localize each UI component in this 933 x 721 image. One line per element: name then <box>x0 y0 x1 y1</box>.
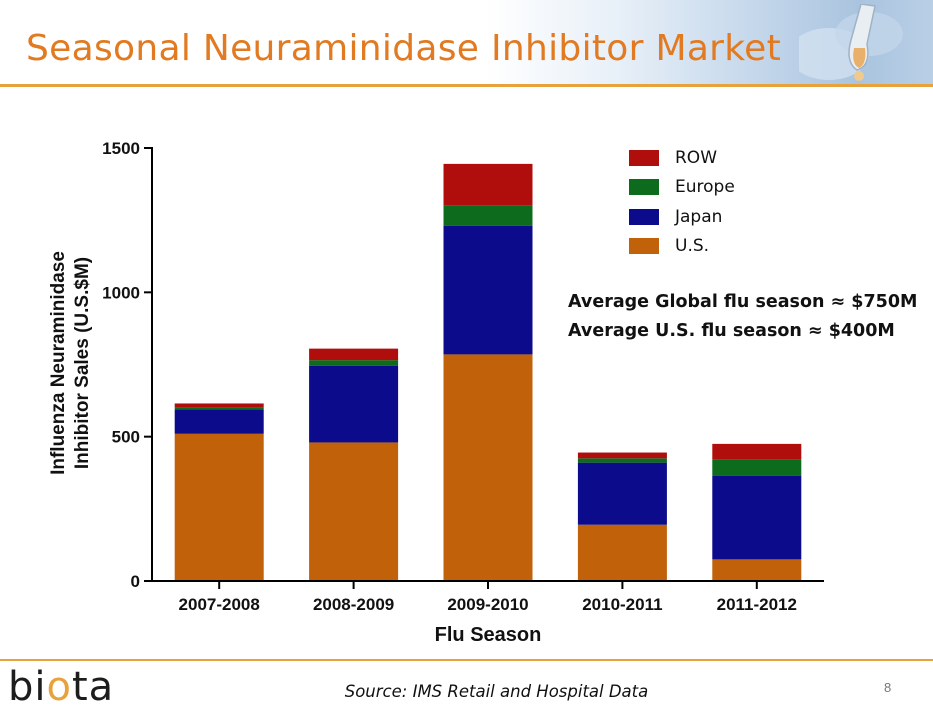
x-tick-label-2011-2012: 2011-2012 <box>717 595 797 614</box>
biota-logo: biota <box>8 664 115 710</box>
bar-2009-2010-row <box>443 163 533 206</box>
bars <box>174 163 802 581</box>
legend-swatch-japan <box>629 208 659 225</box>
footer-rule <box>0 659 933 661</box>
legend-item-us: U.S. <box>629 232 735 262</box>
average-annotation: Average Global flu season ≈ $750M Averag… <box>568 288 917 346</box>
bar-2008-2009-row <box>309 348 399 361</box>
y-tick-label-500: 500 <box>112 428 140 447</box>
annotation-global: Average Global flu season ≈ $750M <box>568 292 918 312</box>
x-tick-label-2010-2011: 2010-2011 <box>582 595 662 614</box>
x-tick-label-2009-2010: 2009-2010 <box>447 595 528 614</box>
bar-2009-2010-japan <box>443 225 533 355</box>
bar-2010-2011-europe <box>577 458 667 463</box>
stacked-bar-chart: 0 500 1000 1500 2007-2008 2008-2009 2009-2010… <box>48 139 824 646</box>
legend-swatch-europe <box>629 179 659 196</box>
bar-2011-2012-europe <box>712 459 802 476</box>
source-note: Source: IMS Retail and Hospital Data <box>344 682 649 701</box>
bar-2010-2011-row <box>577 452 667 459</box>
y-axis-title-line-1: Influenza Neuraminidase <box>48 251 69 475</box>
glassware-graphic <box>799 4 903 81</box>
legend-item-row: ROW <box>629 143 735 173</box>
bar-2007-2008-u-s <box>174 433 264 581</box>
bar-2009-2010-europe <box>443 205 533 226</box>
legend-item-europe: Europe <box>629 173 735 203</box>
legend-label-europe: Europe <box>675 177 735 198</box>
legend-label-japan: Japan <box>675 206 723 227</box>
y-tick-label-0: 0 <box>131 572 140 591</box>
x-tick-label-2008-2009: 2008-2009 <box>313 595 394 614</box>
y-axis-title: Influenza Neuraminidase Inhibitor Sales … <box>48 251 93 475</box>
header-band <box>0 0 933 86</box>
y-tick-label-1000: 1000 <box>102 283 140 302</box>
y-tick-label-1500: 1500 <box>102 139 140 158</box>
bar-2009-2010-u-s <box>443 354 533 581</box>
bar-2010-2011-japan <box>577 462 667 525</box>
bar-2007-2008-europe <box>174 407 264 410</box>
bar-2007-2008-japan <box>174 409 264 434</box>
legend-item-japan: Japan <box>629 202 735 232</box>
page-number: 8 <box>884 680 892 695</box>
bar-2008-2009-japan <box>309 365 399 443</box>
legend-swatch-row <box>629 149 659 166</box>
annotation-us: Average U.S. flu season ≈ $400M <box>568 321 895 341</box>
bar-2008-2009-europe <box>309 360 399 366</box>
title-rule <box>0 84 933 87</box>
x-tick-label-2007-2008: 2007-2008 <box>179 595 260 614</box>
x-axis-title: Flu Season <box>435 624 542 646</box>
x-axis: 2007-2008 2008-2009 2009-2010 2010-2011 2011… <box>152 580 824 614</box>
bar-2011-2012-u-s <box>712 559 802 581</box>
bar-2011-2012-japan <box>712 475 802 560</box>
chart-legend: ROW Europe Japan U.S. <box>629 143 735 261</box>
legend-label-row: ROW <box>675 147 718 168</box>
bar-2007-2008-row <box>174 403 264 408</box>
y-axis-title-line-2: Inhibitor Sales (U.S.$M) <box>72 257 93 469</box>
legend-label-us: U.S. <box>675 236 710 257</box>
slide-title: Seasonal Neuraminidase Inhibitor Market <box>26 28 782 69</box>
bar-2008-2009-u-s <box>309 442 399 581</box>
legend-swatch-us <box>629 238 659 255</box>
bar-2011-2012-row <box>712 443 802 460</box>
y-axis: 0 500 1000 1500 <box>102 139 153 591</box>
bar-2010-2011-u-s <box>577 524 667 581</box>
